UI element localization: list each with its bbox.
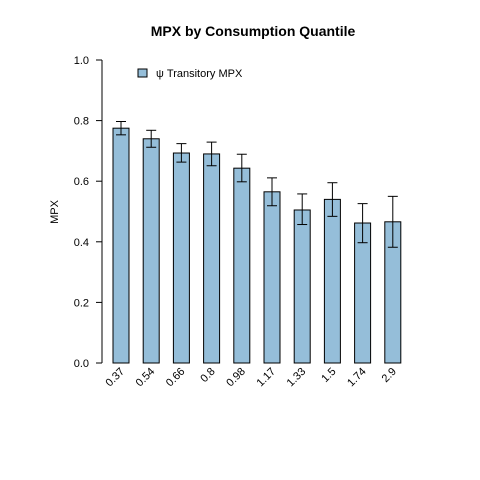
bar — [233, 167, 251, 364]
bar — [354, 222, 372, 364]
error-bars-group — [116, 121, 398, 248]
x-tick-label: 0.98 — [224, 366, 248, 390]
x-tick-label: 0.54 — [134, 366, 158, 390]
y-tick-label: 0.8 — [74, 116, 89, 128]
bar — [263, 191, 281, 364]
y-tick-label: 1.0 — [74, 55, 89, 67]
bars-group — [112, 127, 402, 364]
bar — [323, 198, 341, 364]
y-tick-label: 0.0 — [74, 358, 89, 370]
chart-title: MPX by Consumption Quantile — [151, 23, 356, 39]
bar — [293, 209, 311, 364]
y-tick-label: 0.4 — [74, 237, 89, 249]
y-axis-label: MPX — [49, 199, 61, 224]
x-tick-labels: 0.37 0.54 0.66 0.8 0.98 1.17 1.33 1.5 1.74 2.9 — [103, 366, 398, 390]
legend-label: ψ Transitory MPX — [156, 68, 243, 80]
x-tick-label: 1.17 — [254, 366, 278, 390]
y-tick-label: 0.2 — [74, 297, 89, 309]
bar — [203, 153, 221, 364]
bar — [112, 127, 130, 364]
x-tick-label: 0.37 — [103, 366, 127, 390]
x-tick-label: 0.66 — [164, 366, 188, 390]
y-axis: 0.0 0.2 0.4 0.6 0.8 1.0 — [74, 55, 103, 370]
legend: ψ Transitory MPX — [137, 68, 243, 80]
x-tick-label: 2.9 — [380, 366, 399, 385]
x-tick-label: 1.5 — [319, 366, 338, 385]
legend-swatch — [137, 68, 148, 78]
x-tick-label: 0.8 — [198, 366, 217, 385]
bar — [142, 138, 160, 364]
x-tick-label: 1.33 — [285, 366, 309, 390]
x-tick-label: 1.74 — [345, 366, 369, 390]
y-tick-label: 0.6 — [74, 176, 89, 188]
bar — [172, 152, 190, 364]
